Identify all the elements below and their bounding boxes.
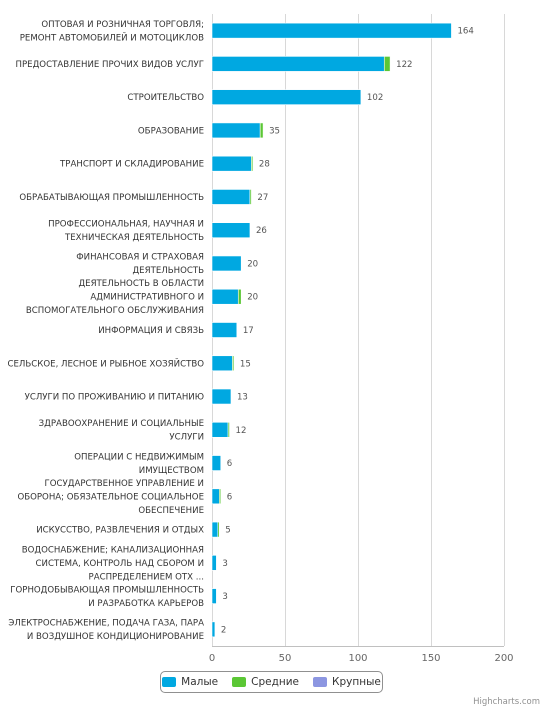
bars: [211, 22, 452, 638]
data-label: 122: [396, 60, 412, 70]
bar-small[interactable]: [211, 322, 238, 338]
x-tick-label: 0: [209, 653, 215, 664]
bar-small[interactable]: [211, 56, 385, 72]
bar-small[interactable]: [211, 388, 232, 405]
bar-medium[interactable]: [217, 521, 220, 538]
bar-small[interactable]: [211, 288, 239, 305]
x-tick-label: 100: [348, 653, 367, 664]
category-label: ОБРАБАТЫВАЮЩАЯ ПРОМЫШЛЕННОСТЬ: [19, 193, 204, 203]
x-tick-label: 200: [494, 653, 513, 664]
bar-small[interactable]: [211, 89, 362, 105]
data-label: 5: [225, 526, 230, 536]
bar-small[interactable]: [211, 22, 452, 39]
data-label: 15: [240, 359, 251, 369]
bar-small[interactable]: [211, 421, 229, 438]
bar-small[interactable]: [211, 155, 252, 172]
category-label: ЭЛЕКТРОСНАБЖЕНИЕ, ПОДАЧА ГАЗА, ПАРА И ВОЗ…: [8, 619, 204, 643]
category-label: ОПЕРАЦИИ С НЕДВИЖИМЫМ ИМУЩЕСТВОМ: [74, 452, 204, 476]
category-label: ГОСУДАРСТВЕННОЕ УПРАВЛЕНИЕ И ОБОРОНА; ОБЯ…: [17, 479, 204, 516]
bar-medium[interactable]: [237, 288, 242, 305]
category-label: СЕЛЬСКОЕ, ЛЕСНОЕ И РЫБНОЕ ХОЗЯЙСТВО: [7, 357, 204, 369]
category-label: ЗДРАВООХРАНЕНИЕ И СОЦИАЛЬНЫЕ УСЛУГИ: [39, 419, 204, 443]
data-label: 2: [221, 625, 226, 635]
category-label: СТРОИТЕЛЬСТВО: [127, 93, 204, 103]
data-label: 20: [247, 259, 258, 269]
data-label: 26: [256, 226, 267, 236]
category-label: ОПТОВАЯ И РОЗНИЧНАЯ ТОРГОВЛЯ; РЕМОНТ АВТО…: [20, 20, 204, 43]
credits-link[interactable]: Highcharts.com: [473, 697, 540, 707]
legend-item-medium[interactable]: Средние: [232, 676, 299, 688]
bar-small[interactable]: [211, 222, 251, 239]
legend-swatch-medium: [232, 677, 247, 687]
x-tick-label: 50: [279, 653, 292, 664]
bar-small[interactable]: [211, 588, 217, 604]
bar-medium[interactable]: [219, 488, 222, 505]
bar-medium[interactable]: [251, 155, 254, 172]
category-label: ФИНАНСОВАЯ И СТРАХОВАЯ ДЕЯТЕЛЬНОСТЬ: [76, 253, 204, 277]
category-label: ОБРАЗОВАНИЕ: [138, 126, 204, 136]
bar-small[interactable]: [211, 122, 261, 139]
category-label: ДЕЯТЕЛЬНОСТЬ В ОБЛАСТИ АДМИНИСТРАТИВНОГО …: [26, 279, 204, 316]
legend: Малые Средние Крупные: [160, 671, 383, 693]
legend-label-small: Малые: [181, 676, 219, 688]
legend-item-small[interactable]: Малые: [162, 676, 218, 688]
category-label: ИНФОРМАЦИЯ И СВЯЗЬ: [98, 326, 204, 336]
legend-item-large[interactable]: Крупные: [313, 676, 381, 688]
data-label: 13: [237, 393, 248, 403]
category-label: ИСКУССТВО, РАЗВЛЕЧЕНИЯ И ОТДЫХ: [36, 526, 204, 536]
bar-small[interactable]: [211, 455, 222, 471]
data-label: 12: [236, 426, 247, 436]
bar-small[interactable]: [211, 189, 251, 205]
data-label: 28: [259, 160, 270, 170]
data-label: 6: [227, 459, 232, 469]
category-label: УСЛУГИ ПО ПРОЖИВАНИЮ И ПИТАНИЮ: [25, 393, 204, 403]
data-label: 20: [247, 293, 258, 303]
bar-medium[interactable]: [383, 56, 391, 72]
legend-label-medium: Средние: [251, 676, 299, 688]
data-label: 35: [269, 126, 280, 136]
bar-small[interactable]: [211, 521, 219, 538]
bar-small[interactable]: [211, 555, 217, 571]
data-labels: 164 122 102 35 28 27 26 20 20 17 15 13 12 6 6 5 3 3 2: [221, 27, 474, 636]
data-label: 3: [222, 592, 227, 602]
data-label: 102: [367, 93, 383, 103]
data-label: 27: [257, 193, 268, 203]
data-label: 164: [457, 27, 473, 37]
category-label: ПРОФЕССИОНАЛЬНАЯ, НАУЧНАЯ И ТЕХНИЧЕСКАЯ Д…: [48, 219, 204, 243]
bar-medium[interactable]: [232, 355, 235, 372]
category-label: ВОДОСНАБЖЕНИЕ; КАНАЛИЗАЦИОННАЯ СИСТЕМА, К…: [22, 545, 204, 582]
bar-medium[interactable]: [227, 421, 230, 438]
category-label: ПРЕДОСТАВЛЕНИЕ ПРОЧИХ ВИДОВ УСЛУГ: [16, 60, 204, 70]
category-labels: ОПТОВАЯ И РОЗНИЧНАЯ ТОРГОВЛЯ; РЕМОНТ АВТО…: [7, 20, 204, 642]
grid-lines: [212, 14, 505, 647]
bar-medium[interactable]: [249, 189, 252, 205]
legend-swatch-large: [313, 677, 327, 687]
data-label: 3: [222, 559, 227, 569]
data-label: 6: [227, 492, 232, 502]
legend-swatch-small: [162, 677, 177, 687]
legend-label-large: Крупные: [332, 676, 381, 688]
category-label: ГОРНОДОБЫВАЮЩАЯ ПРОМЫШЛЕННОСТЬ И РАЗРАБОТ…: [10, 585, 204, 609]
bar-medium[interactable]: [259, 122, 264, 139]
x-axis-ticks: 0 50 100 150 200: [209, 653, 514, 664]
bar-small[interactable]: [211, 488, 220, 505]
x-tick-label: 150: [421, 653, 440, 664]
bar-small[interactable]: [211, 621, 216, 638]
data-label: 17: [243, 326, 254, 336]
category-label: ТРАНСПОРТ И СКЛАДИРОВАНИЕ: [59, 160, 204, 170]
bar-small[interactable]: [211, 355, 233, 372]
bar-small[interactable]: [211, 255, 242, 272]
